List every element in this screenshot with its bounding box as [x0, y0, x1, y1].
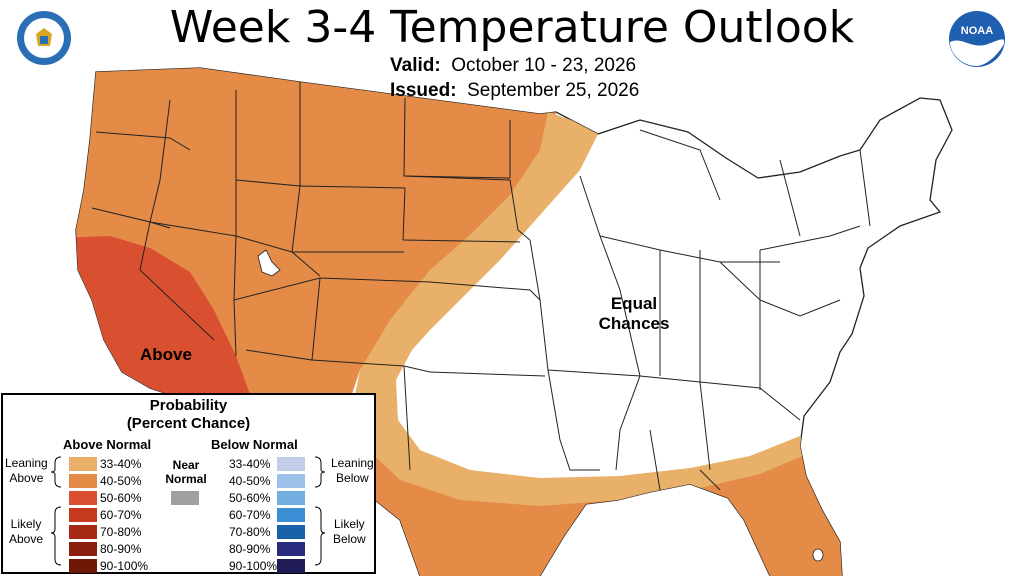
legend-title: Probability	[149, 397, 228, 414]
above-swatch	[69, 474, 97, 488]
above-range-label: 50-60%	[100, 491, 142, 505]
probability-legend: Probability (Percent Chance) Above Norma…	[1, 393, 376, 574]
issued-value: September 25, 2026	[467, 80, 640, 101]
below-range-label: 40-50%	[229, 474, 271, 488]
above-swatch	[69, 559, 97, 573]
valid-label: Valid:	[390, 55, 441, 76]
commerce-seal-icon	[17, 11, 71, 65]
noaa-logo-text: NOAA	[961, 25, 993, 37]
valid-value: October 10 - 23, 2026	[451, 55, 637, 76]
above-swatch	[69, 525, 97, 539]
above-range-label: 70-80%	[100, 525, 142, 539]
below-normal-header: Below Normal	[211, 437, 298, 452]
below-swatch	[277, 508, 305, 522]
above-range-label: 90-100%	[100, 559, 149, 573]
above-label: Above	[140, 345, 192, 364]
below-swatch	[277, 457, 305, 471]
below-range-label: 33-40%	[229, 457, 271, 471]
below-range-label: 90-100%	[229, 559, 278, 573]
above-swatch	[69, 491, 97, 505]
lake-okeechobee	[812, 548, 824, 562]
great-salt-lake	[257, 249, 281, 277]
state-borders	[91, 82, 871, 491]
above-swatch	[69, 457, 97, 471]
below-swatch	[277, 474, 305, 488]
below-swatch	[277, 542, 305, 556]
leaning-below-label: Leaning Below	[331, 456, 374, 485]
above-range-label: 33-40%	[100, 457, 142, 471]
issued-label: Issued:	[390, 80, 457, 101]
above-range-label: 60-70%	[100, 508, 142, 522]
above-range-label: 40-50%	[100, 474, 142, 488]
equal-chances-label: Equal Chances	[598, 294, 670, 333]
leaning-above-label: Leaning Above	[5, 456, 48, 485]
near-normal-swatch	[171, 491, 199, 505]
above-normal-header: Above Normal	[63, 437, 152, 452]
likely-below-label: Likely Below	[333, 517, 366, 546]
near-normal-label: Near Normal	[165, 458, 207, 486]
below-range-label: 60-70%	[229, 508, 271, 522]
above-swatch	[69, 508, 97, 522]
likely-above-label: Likely Above	[9, 517, 44, 546]
above-range-label: 80-90%	[100, 542, 142, 556]
below-range-label: 70-80%	[229, 525, 271, 539]
legend-subtitle: (Percent Chance)	[126, 415, 251, 432]
valid-dates: Valid: October 10 - 23, 2026	[390, 55, 636, 77]
issued-date: Issued: September 25, 2026	[390, 80, 639, 102]
legend-brackets	[50, 456, 326, 566]
noaa-logo-icon: NOAA	[949, 11, 1005, 67]
leaning-above-region	[352, 112, 812, 506]
above-swatch	[69, 542, 97, 556]
below-swatch	[277, 525, 305, 539]
below-swatch	[277, 559, 305, 573]
below-range-label: 50-60%	[229, 491, 271, 505]
below-range-label: 80-90%	[229, 542, 271, 556]
page-title: Week 3-4 Temperature Outlook	[169, 2, 855, 53]
below-swatch	[277, 491, 305, 505]
